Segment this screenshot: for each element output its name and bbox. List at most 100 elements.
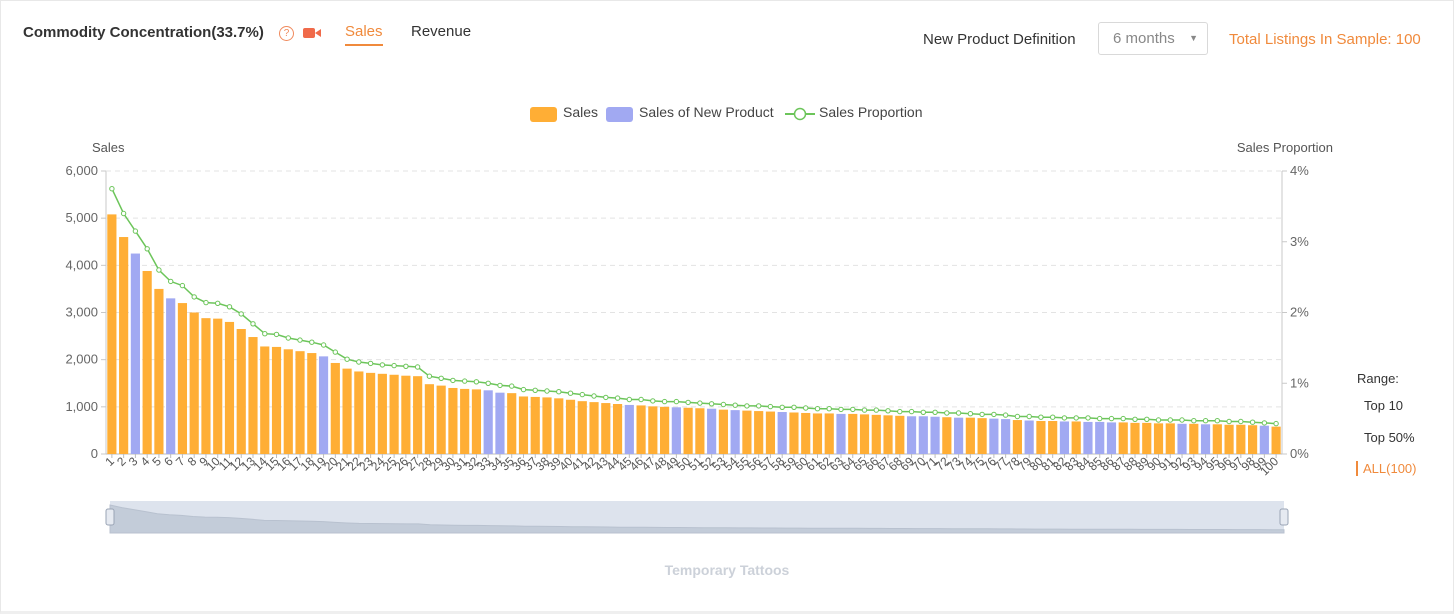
proportion-point[interactable]: [356, 359, 362, 365]
proportion-point[interactable]: [1026, 413, 1032, 420]
bar-sales[interactable]: [366, 372, 376, 454]
proportion-point[interactable]: [132, 228, 139, 234]
proportion-point[interactable]: [708, 401, 715, 407]
proportion-point[interactable]: [1061, 415, 1068, 421]
bar-new-product[interactable]: [1095, 421, 1105, 454]
proportion-point[interactable]: [814, 406, 821, 412]
bar-sales[interactable]: [142, 270, 152, 454]
bar-sales[interactable]: [648, 406, 658, 454]
bar-new-product[interactable]: [624, 404, 634, 454]
bar-new-product[interactable]: [1024, 420, 1034, 454]
proportion-point[interactable]: [838, 406, 844, 413]
bar-sales[interactable]: [895, 415, 905, 454]
bar-sales[interactable]: [471, 389, 482, 454]
bar-sales[interactable]: [754, 411, 764, 454]
bar-sales[interactable]: [859, 414, 870, 454]
proportion-point[interactable]: [1085, 415, 1091, 421]
period-select[interactable]: 6 months ▼: [1098, 22, 1208, 55]
bar-sales[interactable]: [389, 374, 399, 454]
bar-new-product[interactable]: [483, 390, 493, 454]
proportion-point[interactable]: [391, 362, 397, 369]
bar-new-product[interactable]: [707, 408, 717, 454]
bar-new-product[interactable]: [1177, 423, 1187, 454]
bar-sales[interactable]: [942, 417, 952, 454]
bar-sales[interactable]: [224, 321, 235, 454]
proportion-point[interactable]: [1014, 413, 1021, 420]
proportion-point[interactable]: [791, 404, 797, 410]
proportion-point[interactable]: [344, 356, 350, 362]
bar-new-product[interactable]: [954, 417, 964, 454]
bar-sales[interactable]: [612, 404, 623, 454]
proportion-point[interactable]: [1249, 419, 1256, 425]
bar-sales[interactable]: [283, 349, 293, 454]
proportion-point[interactable]: [779, 404, 785, 410]
proportion-point[interactable]: [673, 398, 680, 405]
bar-sales[interactable]: [119, 237, 129, 454]
bar-sales[interactable]: [213, 318, 223, 454]
bar-new-product[interactable]: [989, 418, 999, 455]
proportion-point[interactable]: [1238, 418, 1244, 425]
bar-sales[interactable]: [1048, 420, 1058, 454]
proportion-point[interactable]: [650, 398, 656, 404]
bar-sales[interactable]: [507, 393, 517, 454]
proportion-point[interactable]: [967, 411, 974, 417]
proportion-point[interactable]: [144, 246, 150, 252]
bar-new-product[interactable]: [671, 407, 681, 454]
bar-sales[interactable]: [518, 396, 529, 454]
proportion-point[interactable]: [861, 407, 868, 413]
zoom-handle-right[interactable]: [1279, 508, 1289, 526]
proportion-point[interactable]: [120, 210, 127, 217]
proportion-point[interactable]: [332, 349, 338, 355]
bar-sales[interactable]: [1236, 424, 1246, 454]
bar-sales[interactable]: [1071, 421, 1081, 454]
proportion-point[interactable]: [1167, 417, 1174, 423]
proportion-point[interactable]: [603, 394, 609, 401]
bar-new-product[interactable]: [730, 410, 740, 454]
proportion-point[interactable]: [685, 399, 691, 406]
bar-sales[interactable]: [342, 368, 352, 454]
proportion-point[interactable]: [1002, 412, 1009, 418]
bar-sales[interactable]: [577, 401, 587, 454]
bar-sales[interactable]: [1212, 424, 1222, 454]
bar-sales[interactable]: [683, 407, 693, 454]
bar-new-product[interactable]: [1083, 421, 1093, 454]
proportion-point[interactable]: [626, 396, 632, 403]
proportion-point[interactable]: [309, 339, 315, 345]
proportion-point[interactable]: [1214, 418, 1221, 424]
proportion-point[interactable]: [920, 409, 926, 415]
bar-sales[interactable]: [413, 376, 423, 454]
proportion-point[interactable]: [262, 331, 268, 337]
proportion-point[interactable]: [450, 377, 456, 384]
question-circle-icon[interactable]: ?: [279, 26, 294, 41]
proportion-point[interactable]: [1097, 415, 1103, 422]
legend-new-product[interactable]: Sales of New Product: [639, 104, 774, 120]
bar-sales[interactable]: [718, 409, 728, 454]
proportion-point[interactable]: [579, 391, 585, 398]
bar-new-product[interactable]: [836, 413, 846, 454]
proportion-point[interactable]: [697, 400, 703, 406]
bar-new-product[interactable]: [130, 253, 140, 454]
bar-sales[interactable]: [448, 387, 458, 454]
bar-sales[interactable]: [824, 413, 834, 454]
proportion-point[interactable]: [932, 409, 938, 415]
bar-new-product[interactable]: [930, 416, 940, 454]
proportion-point[interactable]: [168, 278, 174, 285]
proportion-point[interactable]: [215, 300, 221, 306]
bar-sales[interactable]: [177, 303, 188, 454]
proportion-point[interactable]: [955, 410, 962, 416]
tab-sales[interactable]: Sales: [345, 23, 383, 46]
proportion-point[interactable]: [297, 337, 303, 343]
bar-sales[interactable]: [401, 375, 411, 454]
proportion-point[interactable]: [509, 383, 515, 389]
proportion-point[interactable]: [556, 389, 562, 395]
bar-sales[interactable]: [189, 312, 199, 455]
range-top-50[interactable]: Top 50%: [1364, 430, 1415, 445]
bar-sales[interactable]: [1165, 423, 1175, 454]
bar-sales[interactable]: [1189, 423, 1199, 454]
range-all[interactable]: ALL(100): [1356, 461, 1416, 476]
proportion-point[interactable]: [191, 294, 197, 300]
bar-sales[interactable]: [695, 408, 705, 454]
bar-sales[interactable]: [377, 373, 387, 454]
proportion-point[interactable]: [767, 403, 774, 410]
bar-sales[interactable]: [589, 402, 599, 454]
